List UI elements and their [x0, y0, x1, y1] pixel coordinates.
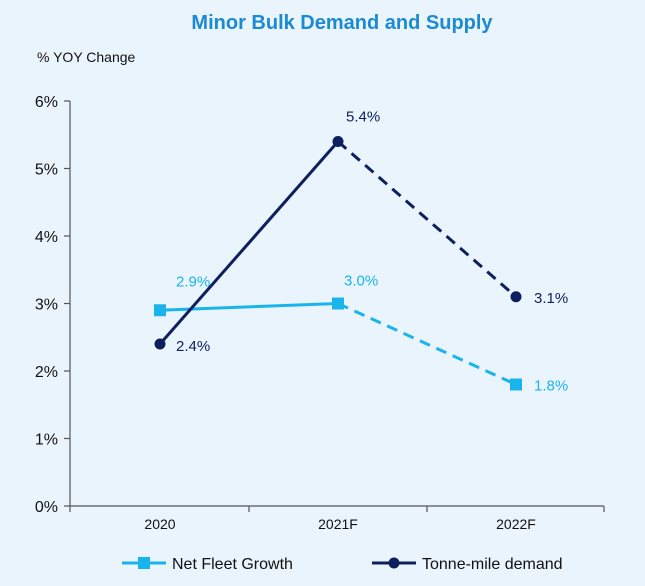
legend-label: Net Fleet Growth	[172, 556, 293, 573]
x-tick-label: 2021F	[318, 516, 358, 532]
data-label: 1.8%	[534, 378, 568, 395]
y-axis-label: % YOY Change	[37, 49, 136, 65]
axes: 0% 1% 2% 3% 4% 5% 6% 2020 2021F 2022F	[35, 94, 605, 532]
series-tonne-mile-demand: 2.4% 5.4% 3.1%	[154, 109, 568, 355]
y-tick-label: 0%	[35, 499, 58, 516]
series-segment-dashed	[337, 302, 517, 386]
y-tick-label: 6%	[35, 94, 58, 111]
legend-item: Net Fleet Growth	[122, 556, 293, 573]
data-point	[154, 304, 166, 317]
data-point	[510, 291, 522, 303]
legend-swatch-marker	[138, 557, 150, 569]
x-tick-label: 2020	[144, 516, 175, 532]
series-segment	[158, 140, 340, 345]
y-tick-label: 2%	[35, 364, 58, 381]
data-point	[510, 378, 522, 391]
data-label: 3.0%	[344, 273, 378, 290]
chart-title: Minor Bulk Demand and Supply	[191, 12, 493, 34]
series-net-fleet-growth: 2.9% 3.0% 1.8%	[154, 273, 568, 395]
x-tick-label: 2022F	[496, 516, 536, 532]
data-point	[332, 297, 344, 310]
data-label: 5.4%	[346, 109, 380, 126]
legend-label: Tonne-mile demand	[422, 556, 563, 573]
series-layer: 2.9% 3.0% 1.8% 2.4% 5.4% 3.1%	[154, 109, 568, 395]
y-tick-label: 1%	[35, 432, 58, 449]
data-label: 2.9%	[176, 273, 210, 290]
data-point	[154, 338, 166, 350]
series-segment-dashed	[337, 140, 517, 298]
data-point	[332, 136, 344, 147]
data-label: 3.1%	[534, 290, 568, 307]
legend-swatch-marker	[388, 557, 400, 569]
legend-item: Tonne-mile demand	[372, 556, 563, 573]
y-tick-label: 3%	[35, 297, 58, 314]
y-tick-label: 5%	[35, 162, 58, 179]
series-segment	[159, 302, 339, 312]
data-label: 2.4%	[176, 338, 210, 355]
legend: Net Fleet Growth Tonne-mile demand	[122, 556, 563, 573]
y-tick-label: 4%	[35, 229, 58, 246]
